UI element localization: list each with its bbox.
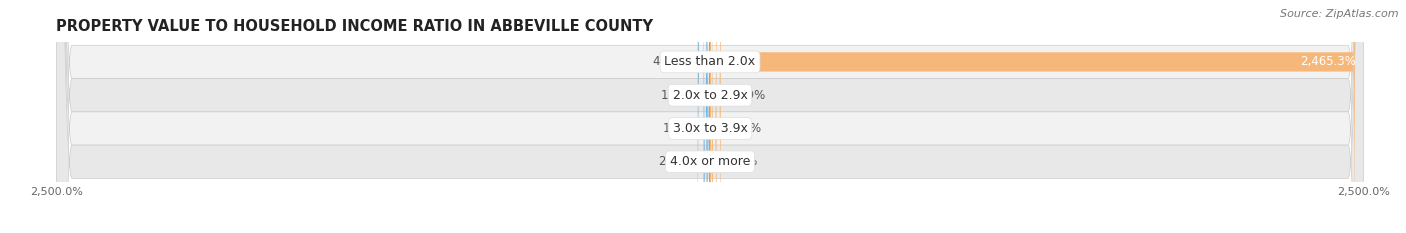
Text: Source: ZipAtlas.com: Source: ZipAtlas.com bbox=[1281, 9, 1399, 19]
FancyBboxPatch shape bbox=[56, 0, 1364, 233]
Text: 2,465.3%: 2,465.3% bbox=[1301, 55, 1355, 69]
Text: 40.9%: 40.9% bbox=[728, 89, 766, 102]
Text: PROPERTY VALUE TO HOUSEHOLD INCOME RATIO IN ABBEVILLE COUNTY: PROPERTY VALUE TO HOUSEHOLD INCOME RATIO… bbox=[56, 19, 654, 34]
Text: 11.0%: 11.0% bbox=[721, 155, 758, 168]
Text: 10.5%: 10.5% bbox=[662, 122, 699, 135]
FancyBboxPatch shape bbox=[710, 0, 713, 233]
FancyBboxPatch shape bbox=[706, 0, 710, 233]
FancyBboxPatch shape bbox=[56, 0, 1364, 233]
Text: 4.0x or more: 4.0x or more bbox=[669, 155, 751, 168]
FancyBboxPatch shape bbox=[703, 0, 710, 233]
FancyBboxPatch shape bbox=[710, 0, 1355, 233]
FancyBboxPatch shape bbox=[697, 0, 710, 233]
FancyBboxPatch shape bbox=[707, 0, 710, 233]
Text: 25.0%: 25.0% bbox=[724, 122, 762, 135]
FancyBboxPatch shape bbox=[710, 0, 721, 233]
Text: 2.0x to 2.9x: 2.0x to 2.9x bbox=[672, 89, 748, 102]
Text: 46.9%: 46.9% bbox=[652, 55, 690, 69]
Text: 24.5%: 24.5% bbox=[658, 155, 696, 168]
Text: Less than 2.0x: Less than 2.0x bbox=[665, 55, 755, 69]
Text: 3.0x to 3.9x: 3.0x to 3.9x bbox=[672, 122, 748, 135]
FancyBboxPatch shape bbox=[56, 0, 1364, 233]
FancyBboxPatch shape bbox=[710, 0, 717, 233]
Text: 15.6%: 15.6% bbox=[661, 89, 699, 102]
FancyBboxPatch shape bbox=[56, 0, 1364, 233]
